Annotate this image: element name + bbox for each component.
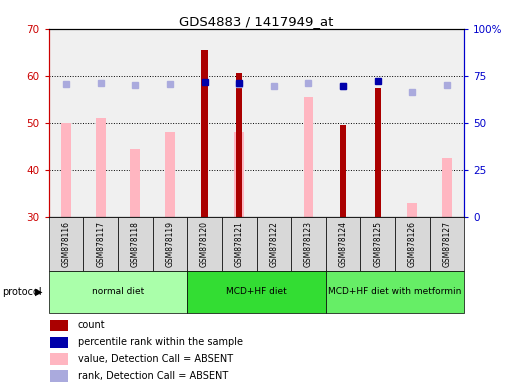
Bar — [49, 217, 83, 271]
Text: MCD+HF diet: MCD+HF diet — [226, 287, 287, 296]
Text: ▶: ▶ — [35, 287, 43, 297]
Text: value, Detection Call = ABSENT: value, Detection Call = ABSENT — [78, 354, 233, 364]
Bar — [187, 217, 222, 271]
Text: protocol: protocol — [3, 287, 42, 297]
Bar — [222, 217, 256, 271]
Bar — [360, 217, 395, 271]
Text: GSM878117: GSM878117 — [96, 221, 105, 267]
Text: GSM878120: GSM878120 — [200, 221, 209, 267]
Text: GSM878116: GSM878116 — [62, 221, 71, 267]
Bar — [407, 203, 417, 217]
Text: GSM878118: GSM878118 — [131, 221, 140, 267]
Bar — [50, 337, 68, 348]
Text: GSM878126: GSM878126 — [408, 221, 417, 267]
Bar — [395, 217, 429, 271]
Bar — [202, 50, 208, 217]
Bar — [304, 97, 313, 217]
Bar — [49, 271, 187, 313]
Bar — [118, 217, 153, 271]
Text: GSM878125: GSM878125 — [373, 221, 382, 267]
Text: GSM878122: GSM878122 — [269, 221, 279, 267]
Bar — [50, 353, 68, 365]
Text: GSM878119: GSM878119 — [165, 221, 174, 267]
Bar — [130, 149, 140, 217]
Bar — [153, 217, 187, 271]
Bar — [236, 73, 242, 217]
Bar — [50, 370, 68, 382]
Text: normal diet: normal diet — [92, 287, 144, 296]
Bar — [50, 320, 68, 331]
Text: GSM878121: GSM878121 — [234, 221, 244, 267]
Text: percentile rank within the sample: percentile rank within the sample — [78, 337, 243, 347]
Bar — [165, 132, 175, 217]
Bar — [256, 217, 291, 271]
Bar — [429, 217, 464, 271]
Bar — [374, 88, 381, 217]
Bar — [96, 118, 106, 217]
Bar — [326, 271, 464, 313]
Bar — [340, 125, 346, 217]
Bar — [234, 132, 244, 217]
Bar — [61, 123, 71, 217]
Title: GDS4883 / 1417949_at: GDS4883 / 1417949_at — [180, 15, 333, 28]
Text: GSM878124: GSM878124 — [339, 221, 348, 267]
Bar — [326, 217, 360, 271]
Text: rank, Detection Call = ABSENT: rank, Detection Call = ABSENT — [78, 371, 228, 381]
Text: count: count — [78, 320, 106, 330]
Bar — [83, 217, 118, 271]
Bar — [442, 158, 452, 217]
Bar — [187, 271, 326, 313]
Text: MCD+HF diet with metformin: MCD+HF diet with metformin — [328, 287, 462, 296]
Text: GSM878123: GSM878123 — [304, 221, 313, 267]
Text: GSM878127: GSM878127 — [442, 221, 451, 267]
Bar — [291, 217, 326, 271]
